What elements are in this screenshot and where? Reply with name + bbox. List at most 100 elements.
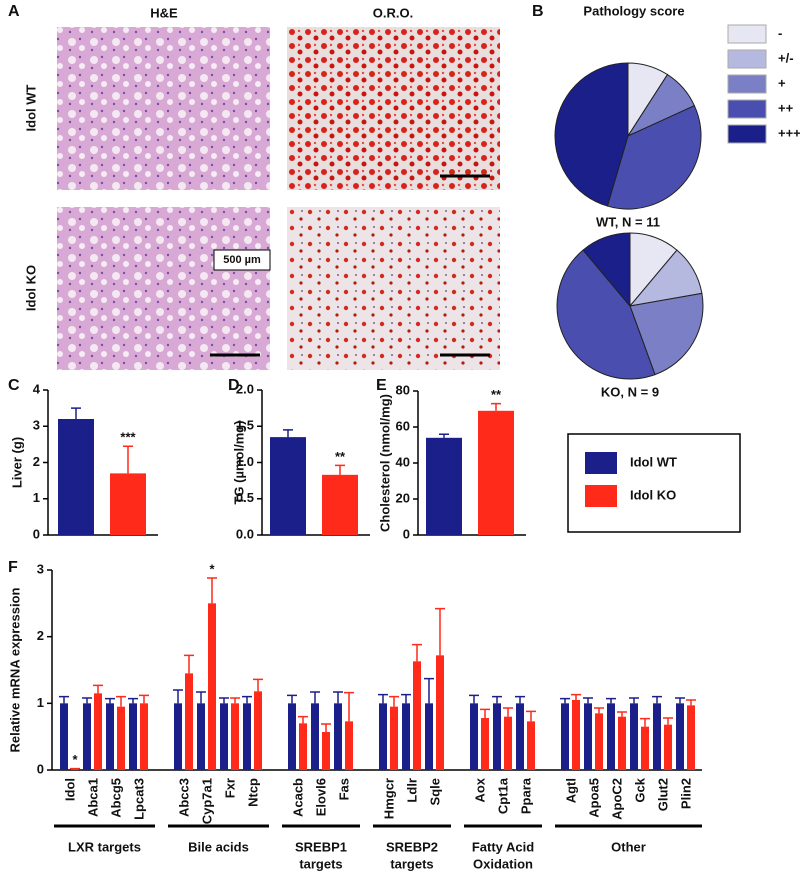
- x-tick-label: Fxr: [222, 778, 237, 798]
- legend-label: +++: [778, 125, 800, 140]
- significance: **: [491, 387, 502, 402]
- x-tick-label: Gck: [632, 777, 647, 802]
- bar: [413, 661, 421, 770]
- error-bar: [70, 767, 80, 770]
- significance: ***: [120, 430, 136, 445]
- column-title: O.R.O.: [373, 5, 413, 20]
- x-tick-label: Abca1: [85, 778, 100, 817]
- group-label: targets: [299, 856, 342, 871]
- bar: [630, 703, 638, 770]
- chart-subtitle: WT, N = 11: [596, 214, 660, 229]
- error-bar: [333, 691, 343, 704]
- x-tick-label: Glut2: [655, 778, 670, 811]
- error-bar: [675, 697, 685, 704]
- bar: [618, 716, 626, 770]
- bar: [311, 703, 319, 770]
- x-tick-label: Abcg5: [108, 778, 123, 818]
- group-label: SREBP1: [295, 839, 347, 854]
- bar: [231, 703, 239, 770]
- error-bar: [253, 678, 263, 692]
- bar: [106, 703, 114, 770]
- bar: [504, 716, 512, 770]
- column-title: H&E: [150, 5, 178, 20]
- y-axis-label: Relative mRNA expression: [7, 587, 22, 752]
- bar: [270, 437, 306, 535]
- bar: [426, 437, 462, 535]
- y-tick-label: 2.0: [236, 381, 254, 396]
- y-tick-label: 1: [37, 695, 44, 710]
- bar: [572, 700, 580, 770]
- bar: [584, 703, 592, 770]
- bar: [653, 703, 661, 770]
- bar: [83, 703, 91, 770]
- x-tick-label: Aox: [472, 777, 487, 802]
- legend-label: -: [778, 25, 782, 40]
- legend-label: Idol WT: [630, 454, 677, 469]
- legend-label: +/-: [778, 50, 794, 65]
- bar: [322, 732, 330, 770]
- y-tick-label: 3: [33, 418, 40, 433]
- error-bar: [492, 695, 502, 704]
- y-tick-label: 1.5: [236, 418, 254, 433]
- error-bar: [59, 695, 69, 704]
- x-tick-label: Apoa5: [586, 778, 601, 818]
- y-tick-label: 0: [37, 761, 44, 776]
- y-tick-label: 20: [396, 490, 410, 505]
- x-tick-label: Fas: [336, 778, 351, 800]
- error-bar: [560, 697, 570, 704]
- chart-subtitle: KO, N = 9: [601, 384, 659, 399]
- error-bar: [344, 691, 354, 722]
- error-bar: [571, 693, 581, 700]
- bar: [299, 723, 307, 770]
- row-title: Idol WT: [23, 84, 38, 131]
- error-bar: [439, 433, 449, 438]
- bar: [208, 603, 216, 770]
- error-bar: [207, 577, 217, 604]
- bar: [607, 703, 615, 770]
- bar: [664, 724, 672, 770]
- micrograph: [57, 27, 270, 190]
- error-bar: [629, 697, 639, 704]
- pie-slice: [606, 105, 702, 210]
- error-bar: [298, 715, 308, 724]
- bar: [676, 703, 684, 770]
- error-bar: [287, 694, 297, 704]
- y-tick-label: 0: [33, 526, 40, 541]
- y-tick-label: 1.0: [236, 454, 254, 469]
- error-bar: [219, 697, 229, 704]
- y-tick-label: 4: [33, 381, 41, 396]
- legend-box: [567, 433, 741, 533]
- error-bar: [310, 691, 320, 704]
- error-bar: [686, 699, 696, 706]
- group-label: Bile acids: [188, 839, 249, 854]
- bar: [402, 703, 410, 770]
- y-axis-label: Liver (g): [9, 437, 24, 488]
- y-tick-label: 60: [396, 418, 410, 433]
- error-bar: [93, 684, 103, 694]
- micrograph: [287, 207, 500, 370]
- legend-label: ++: [778, 100, 794, 115]
- legend-swatch: [727, 24, 767, 44]
- bar: [390, 706, 398, 770]
- bar: [481, 718, 489, 770]
- error-bar: [139, 694, 149, 704]
- bar: [493, 703, 501, 770]
- bar: [687, 705, 695, 770]
- panel-letter: A: [8, 3, 20, 20]
- bar: [345, 721, 353, 770]
- error-bar: [196, 691, 206, 704]
- error-bar: [424, 677, 434, 704]
- panel-letter: B: [532, 3, 544, 20]
- x-tick-label: Plin2: [678, 778, 693, 809]
- panel-letter: D: [228, 377, 240, 394]
- bar: [220, 703, 228, 770]
- x-tick-label: Cpt1a: [495, 777, 510, 814]
- y-tick-label: 2: [33, 454, 40, 469]
- pie-slice: [556, 249, 656, 380]
- error-bar: [526, 710, 536, 722]
- significance: *: [209, 561, 215, 576]
- error-bar: [128, 697, 138, 704]
- bar: [436, 655, 444, 770]
- error-bar: [105, 697, 115, 704]
